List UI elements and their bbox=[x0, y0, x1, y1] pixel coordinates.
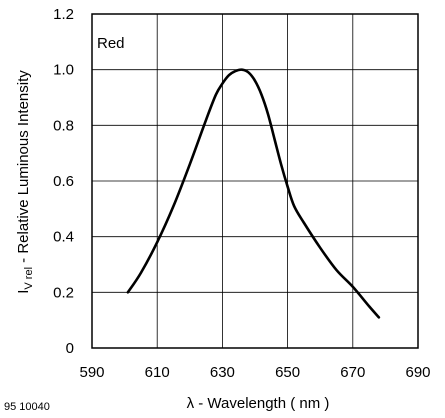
plot-frame bbox=[91, 13, 419, 349]
x-tick-label: 670 bbox=[340, 364, 365, 381]
x-axis-label: λ - Wavelength ( nm ) bbox=[187, 395, 330, 412]
x-axis-symbol: λ bbox=[187, 395, 195, 412]
series-layer bbox=[126, 68, 381, 319]
y-axis-sub: V rel bbox=[23, 267, 35, 290]
x-tick-label: 590 bbox=[79, 364, 104, 381]
x-axis-text: - Wavelength ( nm ) bbox=[194, 395, 329, 412]
series-line bbox=[126, 68, 381, 319]
y-tick-label: 0 bbox=[66, 340, 74, 357]
y-tick-label: 0.2 bbox=[53, 284, 74, 301]
figure-id: 95 10040 bbox=[4, 401, 50, 413]
y-tick-label: 0.6 bbox=[53, 173, 74, 190]
annotation-label: Red bbox=[97, 35, 125, 52]
y-tick-labels: 0 0.2 0.4 0.6 0.8 1.0 1.2 bbox=[53, 6, 74, 357]
y-axis-rest: - Relative Luminous Intensity bbox=[15, 70, 32, 267]
y-axis-main: I bbox=[15, 290, 32, 294]
y-tick-label: 0.4 bbox=[53, 229, 74, 246]
y-axis-label: IV rel - Relative Luminous Intensity bbox=[15, 70, 35, 294]
x-tick-labels: 590 610 630 650 670 690 bbox=[79, 364, 430, 381]
grid bbox=[92, 14, 418, 348]
x-tick-label: 690 bbox=[405, 364, 430, 381]
x-tick-label: 630 bbox=[210, 364, 235, 381]
y-tick-label: 1.0 bbox=[53, 62, 74, 79]
x-tick-label: 650 bbox=[275, 364, 300, 381]
x-tick-label: 610 bbox=[145, 364, 170, 381]
y-tick-label: 1.2 bbox=[53, 6, 74, 23]
y-tick-label: 0.8 bbox=[53, 117, 74, 134]
